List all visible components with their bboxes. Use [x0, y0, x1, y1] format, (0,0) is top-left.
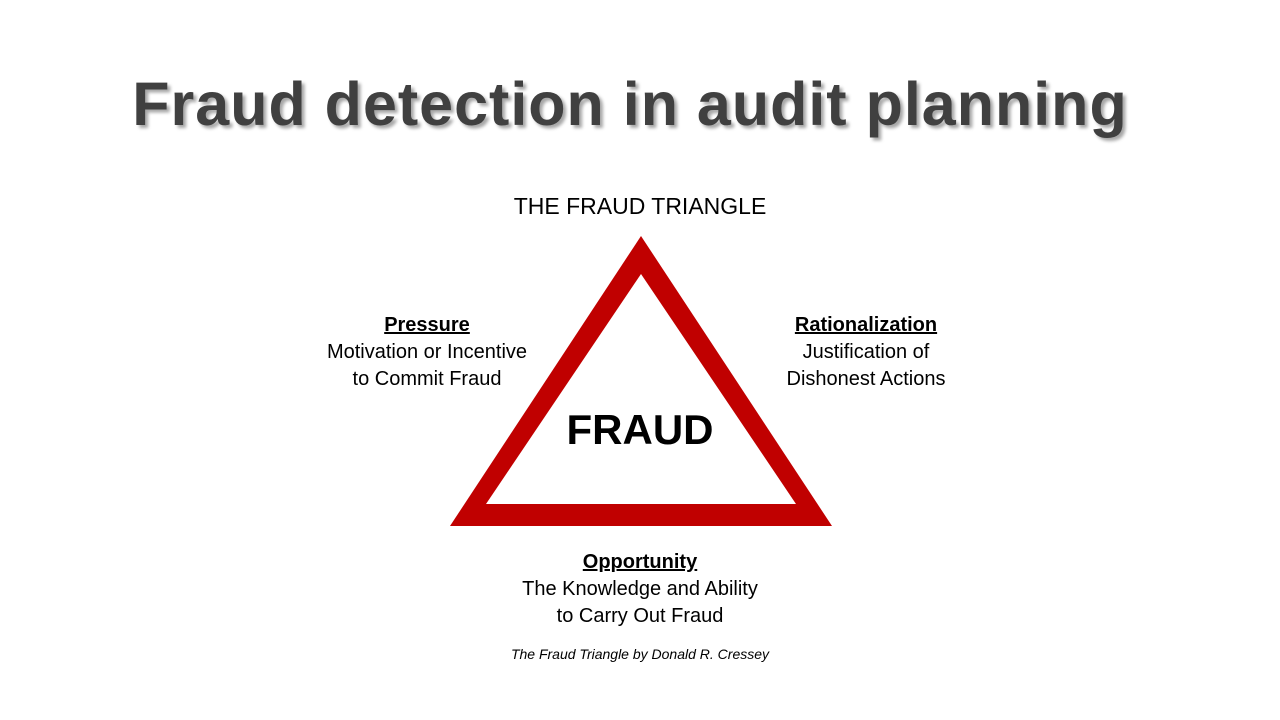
- slide-title: Fraud detection in audit planning: [132, 70, 1128, 138]
- opportunity-line-1: The Knowledge and Ability: [522, 578, 758, 600]
- rationalization-line-1: Justification of: [802, 341, 930, 363]
- fraud-triangle: [450, 236, 832, 526]
- citation: The Fraud Triangle by Donald R. Cressey: [510, 646, 770, 662]
- fraud-center-label: FRAUD: [566, 406, 714, 453]
- fraud-triangle-inner: [486, 274, 796, 504]
- pressure-line-2: to Commit Fraud: [352, 368, 502, 390]
- pressure-heading: Pressure: [384, 314, 470, 336]
- opportunity-line-2: to Carry Out Fraud: [556, 605, 724, 627]
- pressure-block: Pressure Motivation or Incentive to Comm…: [297, 312, 557, 393]
- opportunity-heading: Opportunity: [582, 551, 698, 573]
- rationalization-line-2: Dishonest Actions: [786, 368, 946, 390]
- opportunity-block: Opportunity The Knowledge and Ability to…: [470, 549, 810, 630]
- rationalization-heading: Rationalization: [794, 314, 938, 336]
- rationalization-block: Rationalization Justification of Dishone…: [736, 312, 996, 393]
- pressure-line-1: Motivation or Incentive: [326, 341, 528, 363]
- diagram-heading: THE FRAUD TRIANGLE: [513, 193, 767, 219]
